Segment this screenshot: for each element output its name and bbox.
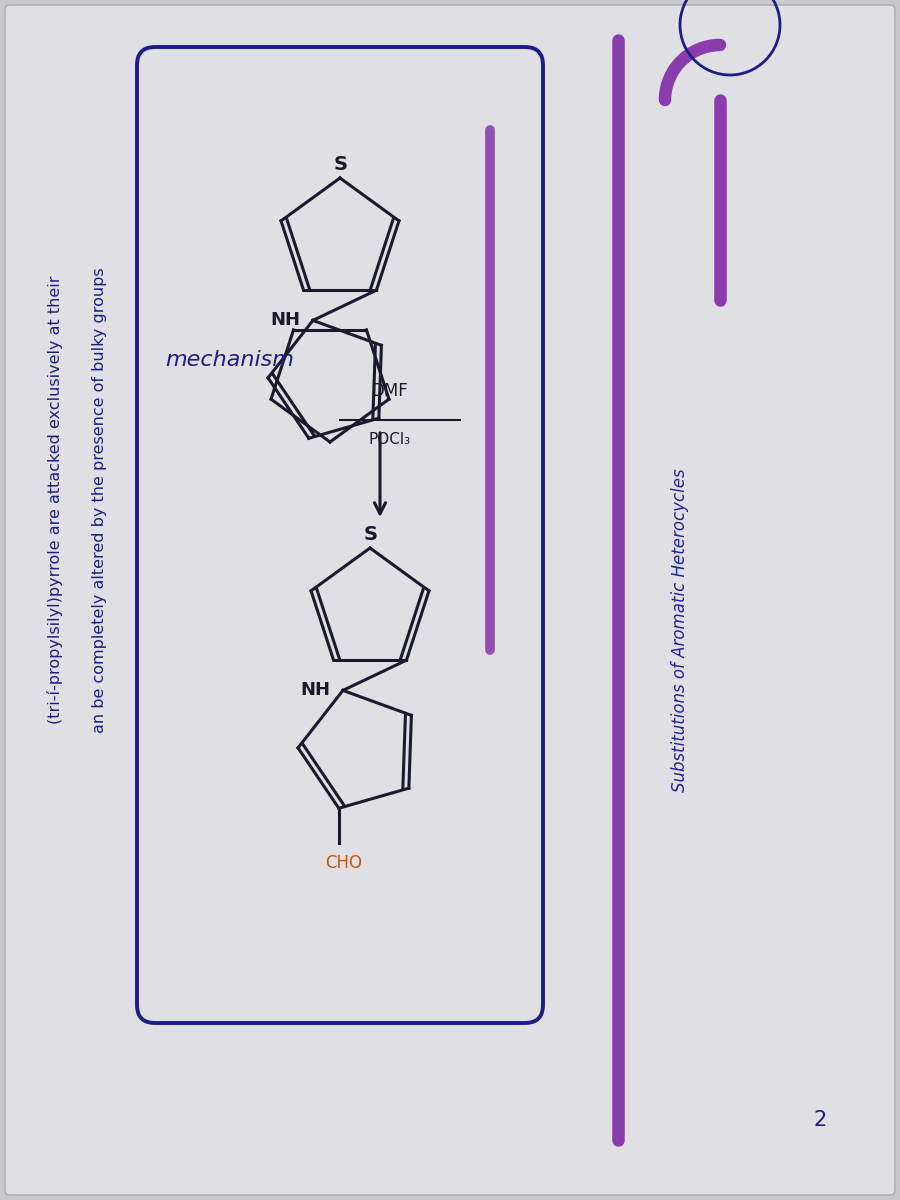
Text: S: S (364, 524, 378, 544)
Text: NH: NH (300, 682, 330, 700)
Text: S: S (334, 155, 348, 174)
Text: DMF: DMF (372, 382, 409, 400)
Text: mechanism: mechanism (166, 350, 294, 370)
Text: Substitutions of Aromatic Heterocycles: Substitutions of Aromatic Heterocycles (671, 468, 689, 792)
FancyBboxPatch shape (5, 5, 895, 1195)
Text: POCl₃: POCl₃ (369, 432, 411, 448)
Text: (tri-í-propylsilyl)pyrrole are attacked exclusively at their: (tri-í-propylsilyl)pyrrole are attacked … (47, 276, 63, 725)
Text: 2: 2 (814, 1110, 826, 1130)
Text: CHO: CHO (325, 854, 363, 872)
Text: an be completely altered by the presence of bulky groups: an be completely altered by the presence… (93, 268, 107, 733)
Text: NH: NH (270, 312, 300, 330)
